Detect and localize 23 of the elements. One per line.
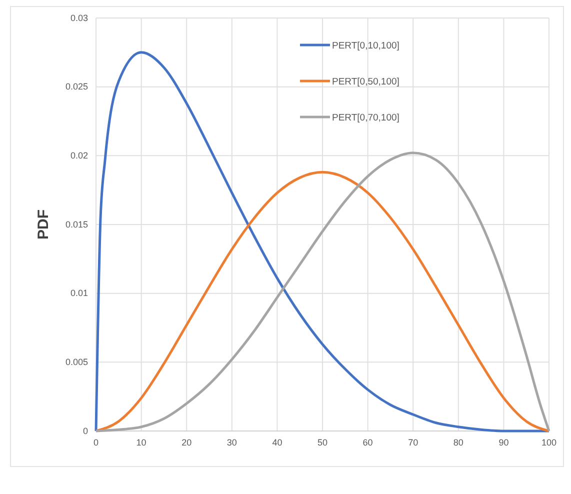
x-tick-label: 10 [136, 437, 146, 448]
y-tick-label: 0.005 [65, 357, 88, 368]
x-tick-label: 40 [272, 437, 282, 448]
x-tick-label: 80 [453, 437, 464, 448]
y-tick-label: 0.025 [65, 82, 88, 92]
line-series [94, 51, 550, 432]
x-tick-label: 30 [226, 437, 237, 448]
y-tick-label: 0.02 [70, 150, 88, 161]
x-tick-label: 20 [182, 437, 192, 448]
y-tick-label: 0.01 [70, 288, 88, 298]
y-tick-label: 0 [82, 426, 88, 436]
x-tick-label: 70 [408, 437, 418, 448]
x-tick-label: 0 [93, 437, 99, 448]
legend-label: PERT[0,50,100] [332, 76, 400, 88]
x-tick-label: 100 [541, 437, 557, 448]
y-tick-label: 0.03 [70, 12, 88, 23]
x-tick-label: 50 [317, 437, 328, 448]
y-axis-title: PDF [35, 210, 52, 240]
x-tick-label: 60 [362, 437, 373, 448]
y-tick-label: 0.015 [65, 219, 88, 230]
x-tick-label: 90 [498, 437, 509, 448]
legend-label: PERT[0,70,100] [332, 112, 400, 124]
legend-label: PERT[0,10,100] [332, 40, 400, 52]
